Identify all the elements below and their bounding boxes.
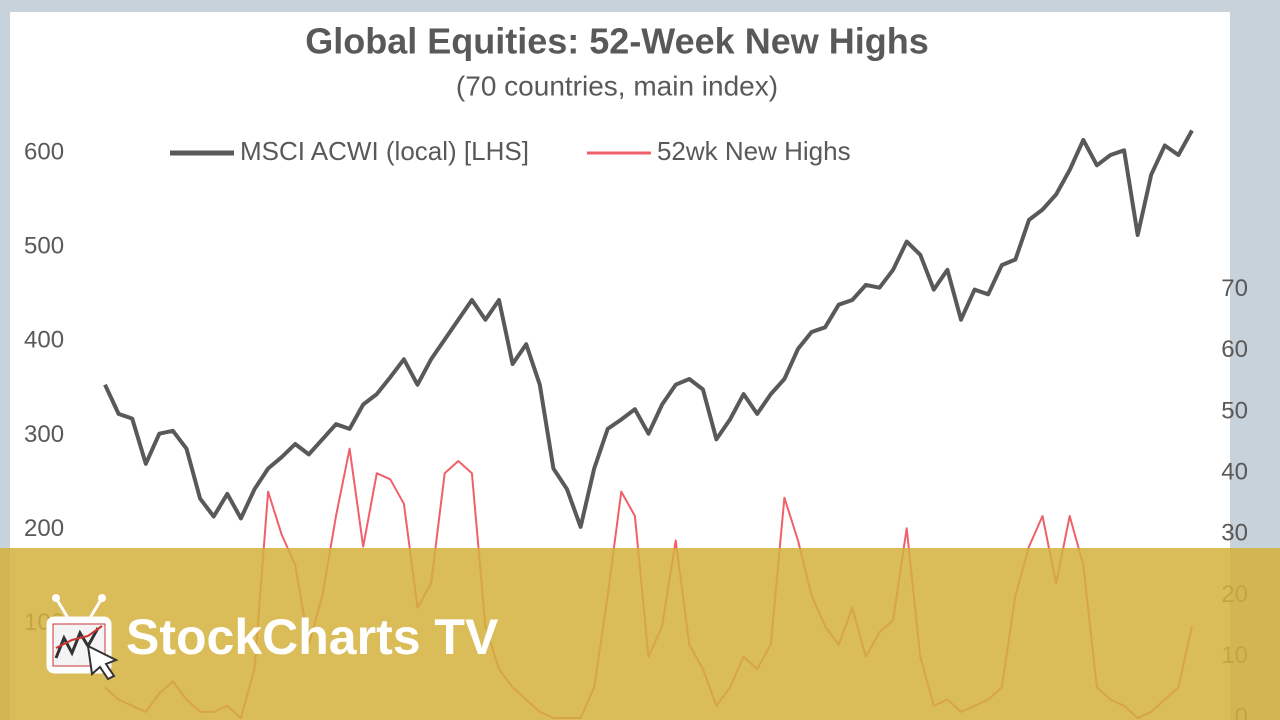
y2-tick-label: 60 — [1221, 336, 1248, 363]
y2-tick-label: 40 — [1221, 459, 1248, 486]
y-tick-label: 400 — [24, 327, 64, 354]
y2-tick-label: 50 — [1221, 397, 1248, 424]
legend-label: 52wk New Highs — [657, 136, 851, 166]
legend-label: MSCI ACWI (local) [LHS] — [240, 136, 529, 166]
y-tick-label: 300 — [24, 421, 64, 448]
series-line — [103, 129, 1194, 529]
y-tick-label: 600 — [24, 138, 64, 165]
banner — [0, 548, 1280, 720]
legend: MSCI ACWI (local) [LHS] 52wk New Highs — [170, 136, 851, 166]
y2-tick-label: 70 — [1221, 275, 1248, 302]
y-tick-label: 200 — [24, 515, 64, 542]
y2-tick-label: 30 — [1221, 520, 1248, 547]
brand-logo — [46, 594, 119, 681]
y-tick-label: 500 — [24, 233, 64, 260]
brand-banner: StockCharts TV — [0, 548, 1280, 720]
chart-subtitle: (70 countries, main index) — [456, 70, 778, 101]
brand-name: StockCharts TV — [126, 609, 499, 665]
chart-title: Global Equities: 52-Week New Highs — [305, 21, 928, 62]
